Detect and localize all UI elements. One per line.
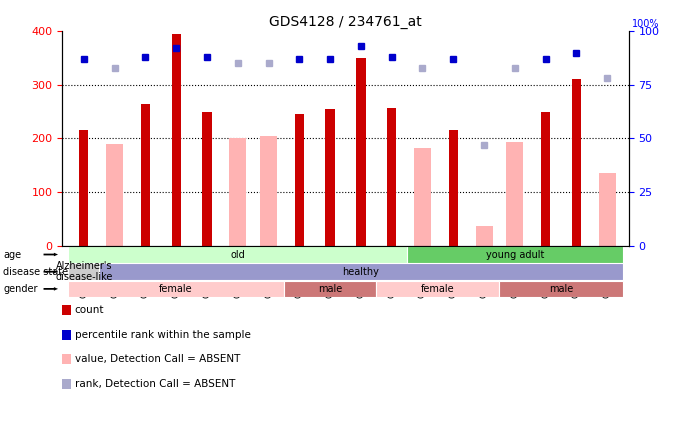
Bar (202, 111, 211, 246)
Bar (507, 142, 523, 246)
Bar (79, 131, 88, 246)
Text: percentile rank within the sample: percentile rank within the sample (75, 330, 251, 340)
Text: healthy: healthy (343, 267, 379, 277)
Bar (414, 147, 431, 246)
Bar (475, 226, 493, 246)
Bar (387, 108, 397, 246)
Bar (294, 114, 304, 246)
Bar (68, 263, 99, 280)
Bar (599, 174, 616, 246)
Text: value, Detection Call = ABSENT: value, Detection Call = ABSENT (75, 354, 240, 364)
Text: rank, Detection Call = ABSENT: rank, Detection Call = ABSENT (75, 379, 235, 388)
Text: age: age (3, 250, 21, 259)
Bar (106, 144, 123, 246)
Bar (141, 103, 150, 246)
Text: count: count (75, 305, 104, 315)
Text: old: old (230, 250, 245, 259)
Bar (325, 109, 334, 246)
Bar (229, 139, 246, 246)
Bar (284, 281, 377, 297)
Bar (572, 79, 581, 246)
Text: young adult: young adult (486, 250, 544, 259)
Title: GDS4128 / 234761_at: GDS4128 / 234761_at (269, 15, 422, 29)
Bar (68, 281, 284, 297)
Text: male: male (318, 284, 342, 294)
Bar (260, 136, 277, 246)
Text: gender: gender (3, 284, 38, 294)
Bar (407, 246, 623, 263)
Bar (171, 34, 181, 246)
Text: male: male (549, 284, 574, 294)
Text: Alzheimer's
disease-like: Alzheimer's disease-like (55, 261, 113, 282)
Bar (541, 111, 550, 246)
Bar (68, 246, 407, 263)
Bar (448, 131, 458, 246)
Text: female: female (160, 284, 193, 294)
Bar (357, 58, 366, 246)
Bar (377, 281, 500, 297)
Text: female: female (421, 284, 455, 294)
Text: 100%: 100% (632, 19, 659, 29)
Text: disease state: disease state (3, 267, 68, 277)
Bar (500, 281, 623, 297)
